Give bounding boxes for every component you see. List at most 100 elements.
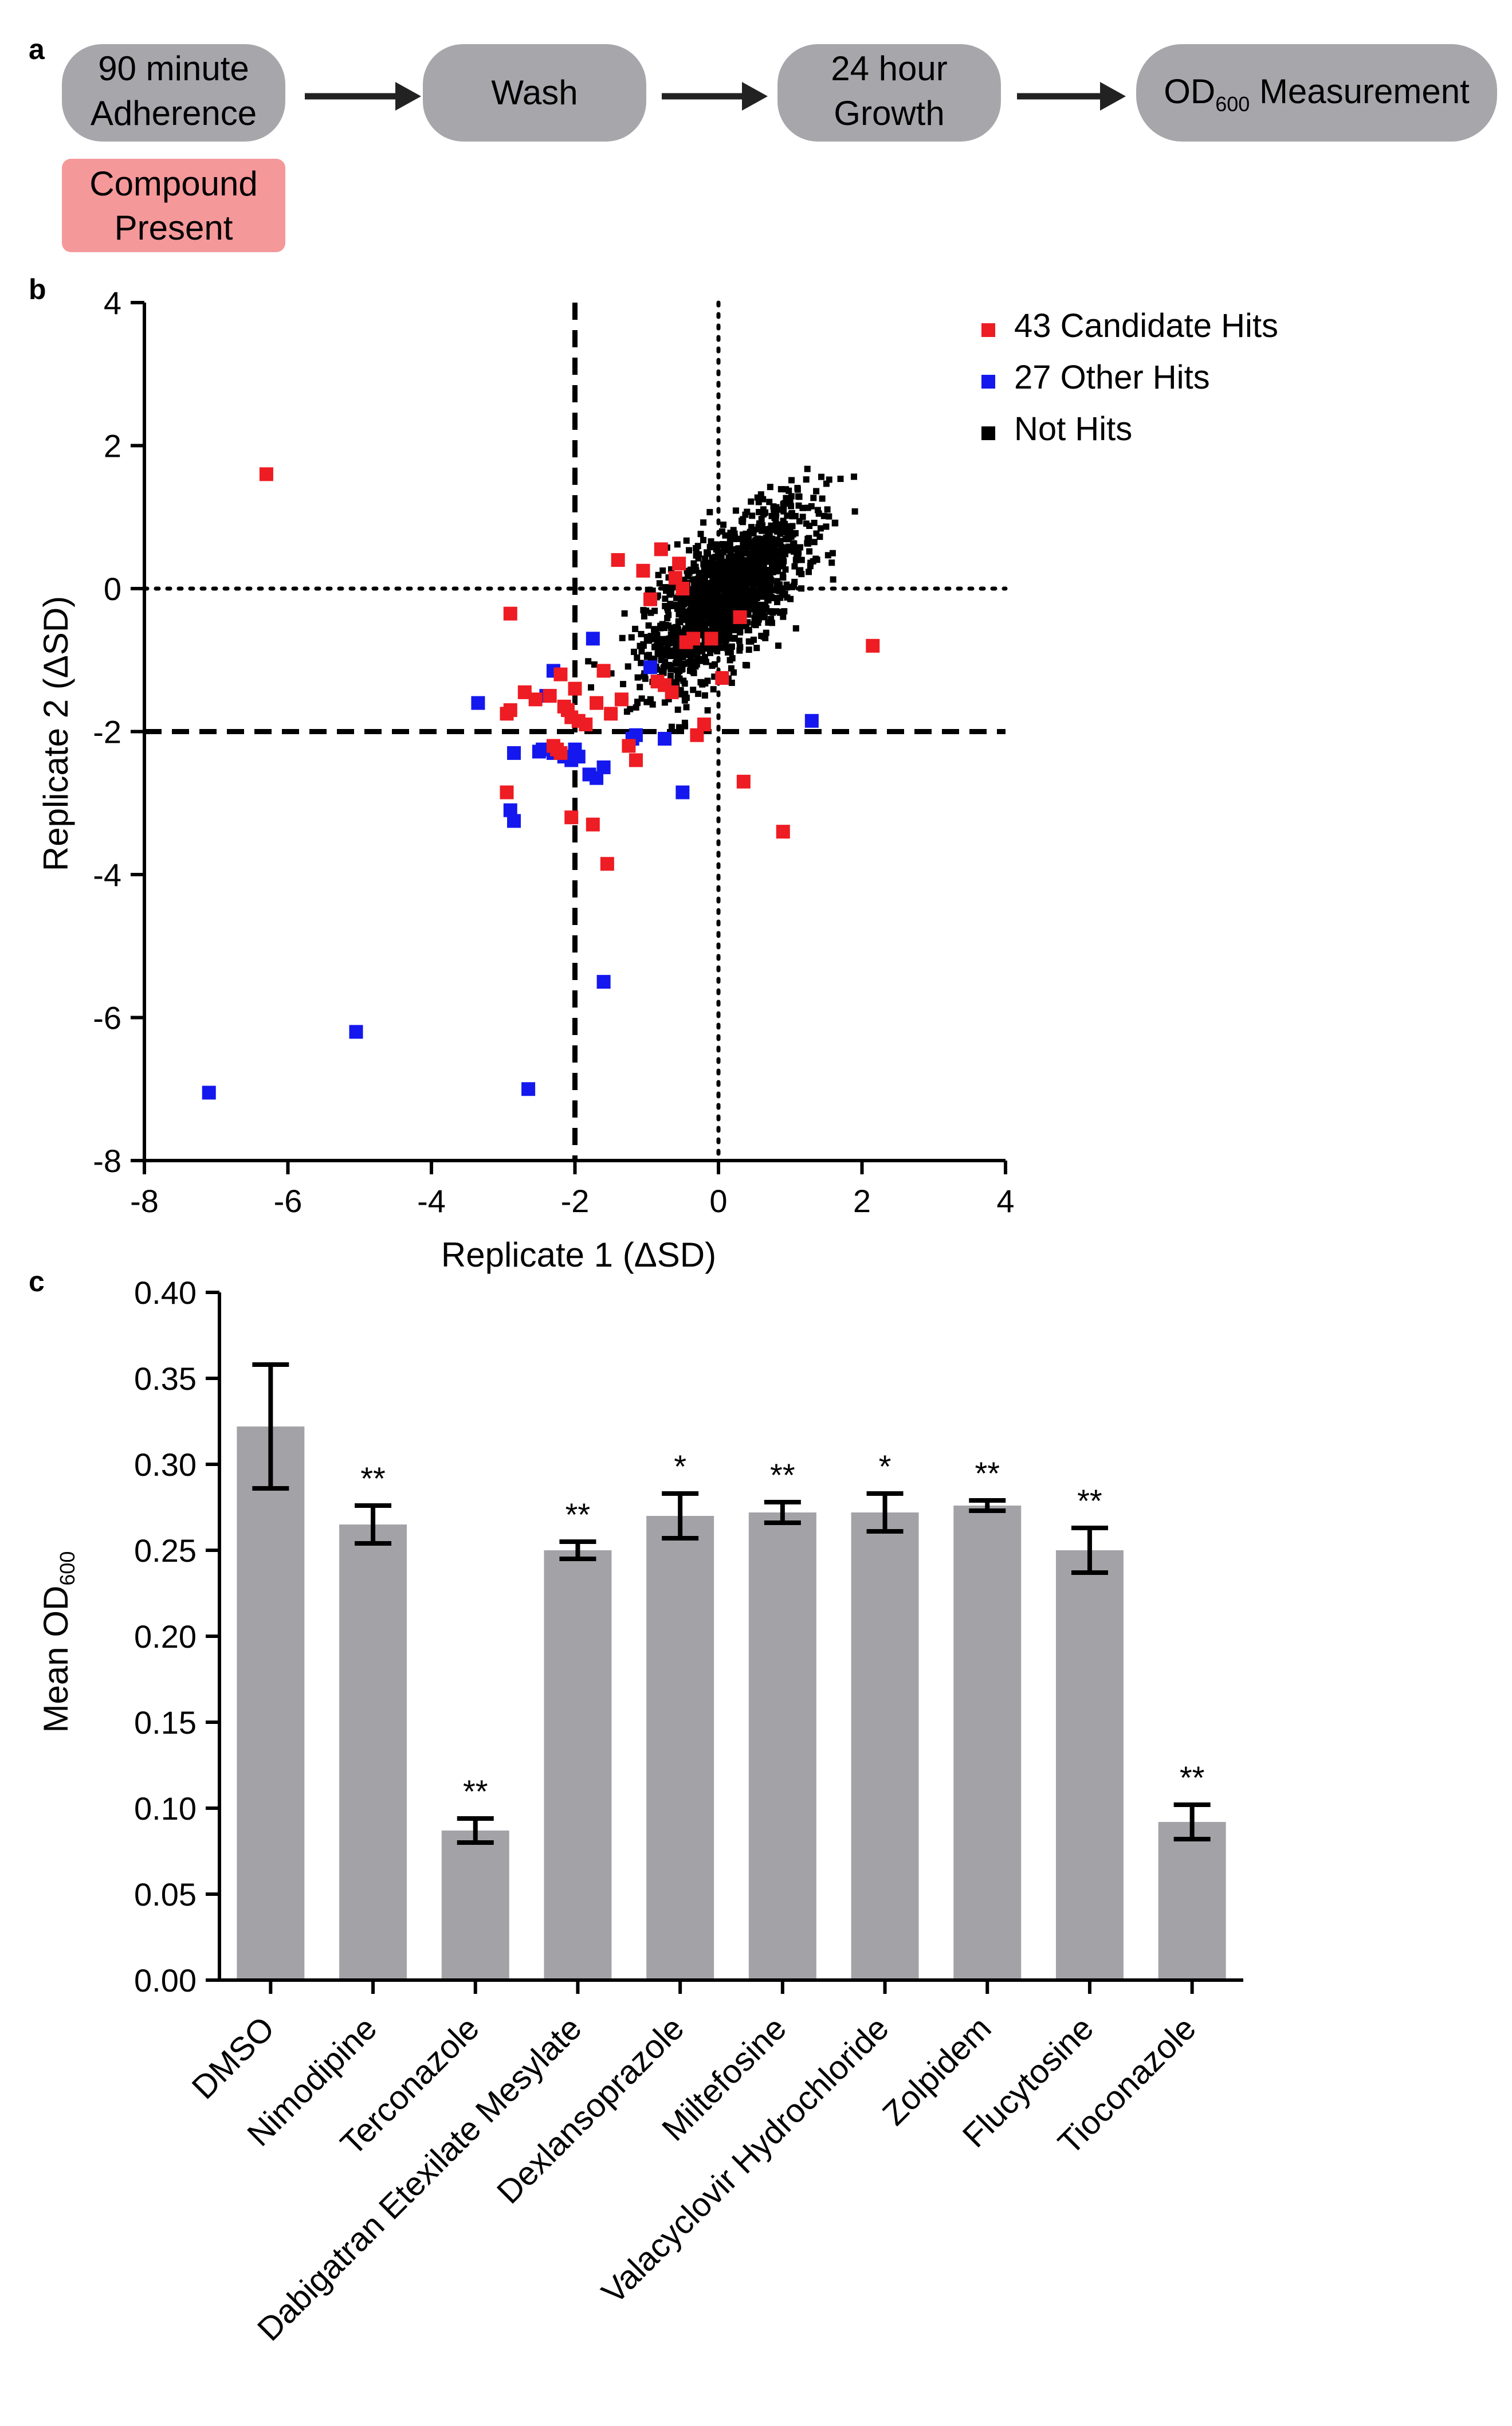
not-hit-point — [701, 581, 708, 588]
not-hit-point — [777, 609, 784, 616]
not-hit-point — [703, 612, 710, 619]
not-hit-point — [739, 621, 746, 628]
bar-chart-axes: 0.00 0.05 0.10 0.15 0.20 0.25 0.30 0.35 0.40 — [134, 1275, 1243, 1998]
not-hit-point — [760, 511, 767, 518]
candidate-hit-point — [604, 707, 618, 721]
not-hit-point — [668, 590, 675, 597]
not-hit-point — [744, 626, 751, 633]
not-hit-point — [726, 540, 733, 547]
not-hit-point — [673, 594, 680, 601]
not-hit-point — [693, 661, 700, 668]
not-hit-point — [661, 699, 668, 706]
not-hit-point — [655, 571, 662, 578]
bar-y-axis-title: Mean OD600 — [37, 1551, 79, 1733]
not-hit-point — [768, 594, 775, 601]
candidate-hit-point — [715, 671, 729, 685]
not-hit-point — [720, 581, 726, 588]
not-hit-point — [706, 619, 713, 626]
bar-y-tick-label: 0.10 — [134, 1790, 197, 1827]
scatter-y-tick-label: -4 — [93, 857, 121, 893]
other-hit-point — [596, 760, 611, 774]
not-hit-point — [721, 620, 728, 626]
not-hit-point — [742, 568, 749, 575]
candidate-hit-point — [704, 632, 718, 646]
candidate-hit-point — [733, 610, 747, 624]
not-hit-point — [779, 591, 786, 598]
not-hit-point — [803, 520, 810, 527]
not-hit-point — [731, 669, 737, 676]
not-hit-point — [591, 661, 598, 668]
not-hit-point — [711, 673, 718, 680]
panel-label-c: c — [29, 1265, 45, 1298]
not-hit-point — [776, 540, 783, 547]
not-hit-point — [806, 548, 813, 555]
not-hit-point — [676, 611, 682, 618]
not-hit-point — [772, 554, 779, 561]
not-hit-point — [714, 648, 721, 654]
scatter-axes: -8 -6 -4 -2 0 2 4 4 2 0 -2 -4 -6 -8 — [93, 285, 1014, 1219]
not-hit-point — [588, 684, 594, 691]
not-hit-point — [694, 605, 701, 612]
not-hit-point — [667, 585, 674, 592]
not-hit-point — [673, 637, 680, 644]
scatter-x-tick-label: 0 — [709, 1183, 727, 1219]
not-hit-point — [632, 625, 639, 632]
not-hit-point — [818, 473, 824, 480]
not-hit-point — [654, 592, 661, 599]
not-hit-point — [760, 546, 767, 552]
bar-y-tick-label: 0.15 — [134, 1704, 197, 1741]
not-hit-point — [708, 586, 714, 593]
step-measurement-label: OD600 Measurement — [1164, 72, 1470, 116]
candidate-hit-point — [676, 582, 690, 595]
arrow-1 — [305, 82, 421, 111]
not-hit-point — [698, 596, 705, 603]
significance-label: * — [879, 1448, 892, 1484]
other-hit-point — [582, 767, 596, 782]
not-hit-point — [733, 599, 740, 606]
not-hit-point — [767, 587, 774, 594]
not-hit-point — [731, 582, 737, 589]
not-hit-point — [763, 593, 769, 600]
not-hit-point — [665, 612, 672, 618]
not-hit-point — [750, 566, 757, 573]
not-hit-point — [713, 628, 720, 634]
not-hit-point — [637, 642, 643, 649]
not-hit-point — [736, 647, 743, 654]
not-hit-point — [690, 687, 697, 693]
not-hit-point — [767, 575, 773, 582]
not-hit-point — [782, 536, 789, 543]
not-hit-point — [815, 510, 822, 517]
not-hit-point — [725, 566, 732, 573]
not-hit-point — [768, 512, 775, 519]
not-hit-point — [803, 476, 810, 483]
not-hit-point — [674, 706, 681, 713]
bar-y-tick-label: 0.40 — [134, 1275, 197, 1311]
not-hit-point — [788, 477, 795, 484]
bar-y-tick-label: 0.00 — [134, 1962, 197, 1998]
not-hit-point — [679, 665, 686, 672]
not-hit-point — [729, 534, 736, 540]
step-growth-line2: Growth — [834, 94, 944, 132]
not-hit-point — [780, 500, 787, 507]
not-hit-point — [764, 597, 771, 603]
not-hit-point — [657, 625, 663, 632]
not-hit-point — [773, 608, 780, 615]
not-hit-point — [728, 599, 735, 606]
not-hit-point — [682, 691, 689, 697]
not-hit-point — [747, 597, 754, 604]
not-hit-point — [702, 567, 709, 574]
not-hit-point — [744, 579, 751, 586]
not-hit-point — [651, 608, 658, 614]
not-hit-point — [774, 598, 780, 605]
scatter-y-tick-label: 0 — [104, 571, 121, 607]
bar-y-tick-label: 0.25 — [134, 1533, 197, 1569]
not-hit-point — [720, 522, 726, 528]
not-hit-point — [791, 563, 798, 570]
not-hit-point — [760, 608, 767, 615]
not-hit-point — [773, 510, 780, 517]
not-hit-point — [749, 562, 756, 569]
not-hit-point — [717, 622, 724, 629]
not-hit-point — [728, 573, 735, 579]
candidate-hit-point — [611, 553, 625, 567]
not-hit-point — [731, 635, 738, 642]
